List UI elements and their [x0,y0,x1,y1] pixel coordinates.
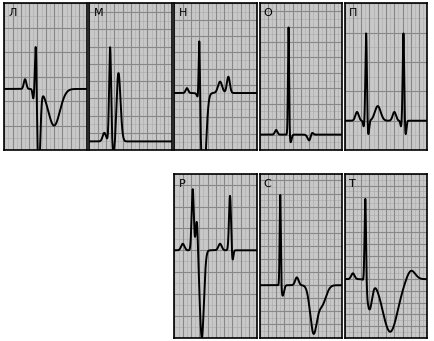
Text: Р: Р [179,179,185,189]
Text: М: М [94,8,103,18]
Text: Н: Н [179,8,187,18]
Text: С: С [264,179,271,189]
Text: О: О [264,8,273,18]
Text: Л: Л [9,8,17,18]
Text: Т: Т [349,179,355,189]
Text: П: П [349,8,357,18]
